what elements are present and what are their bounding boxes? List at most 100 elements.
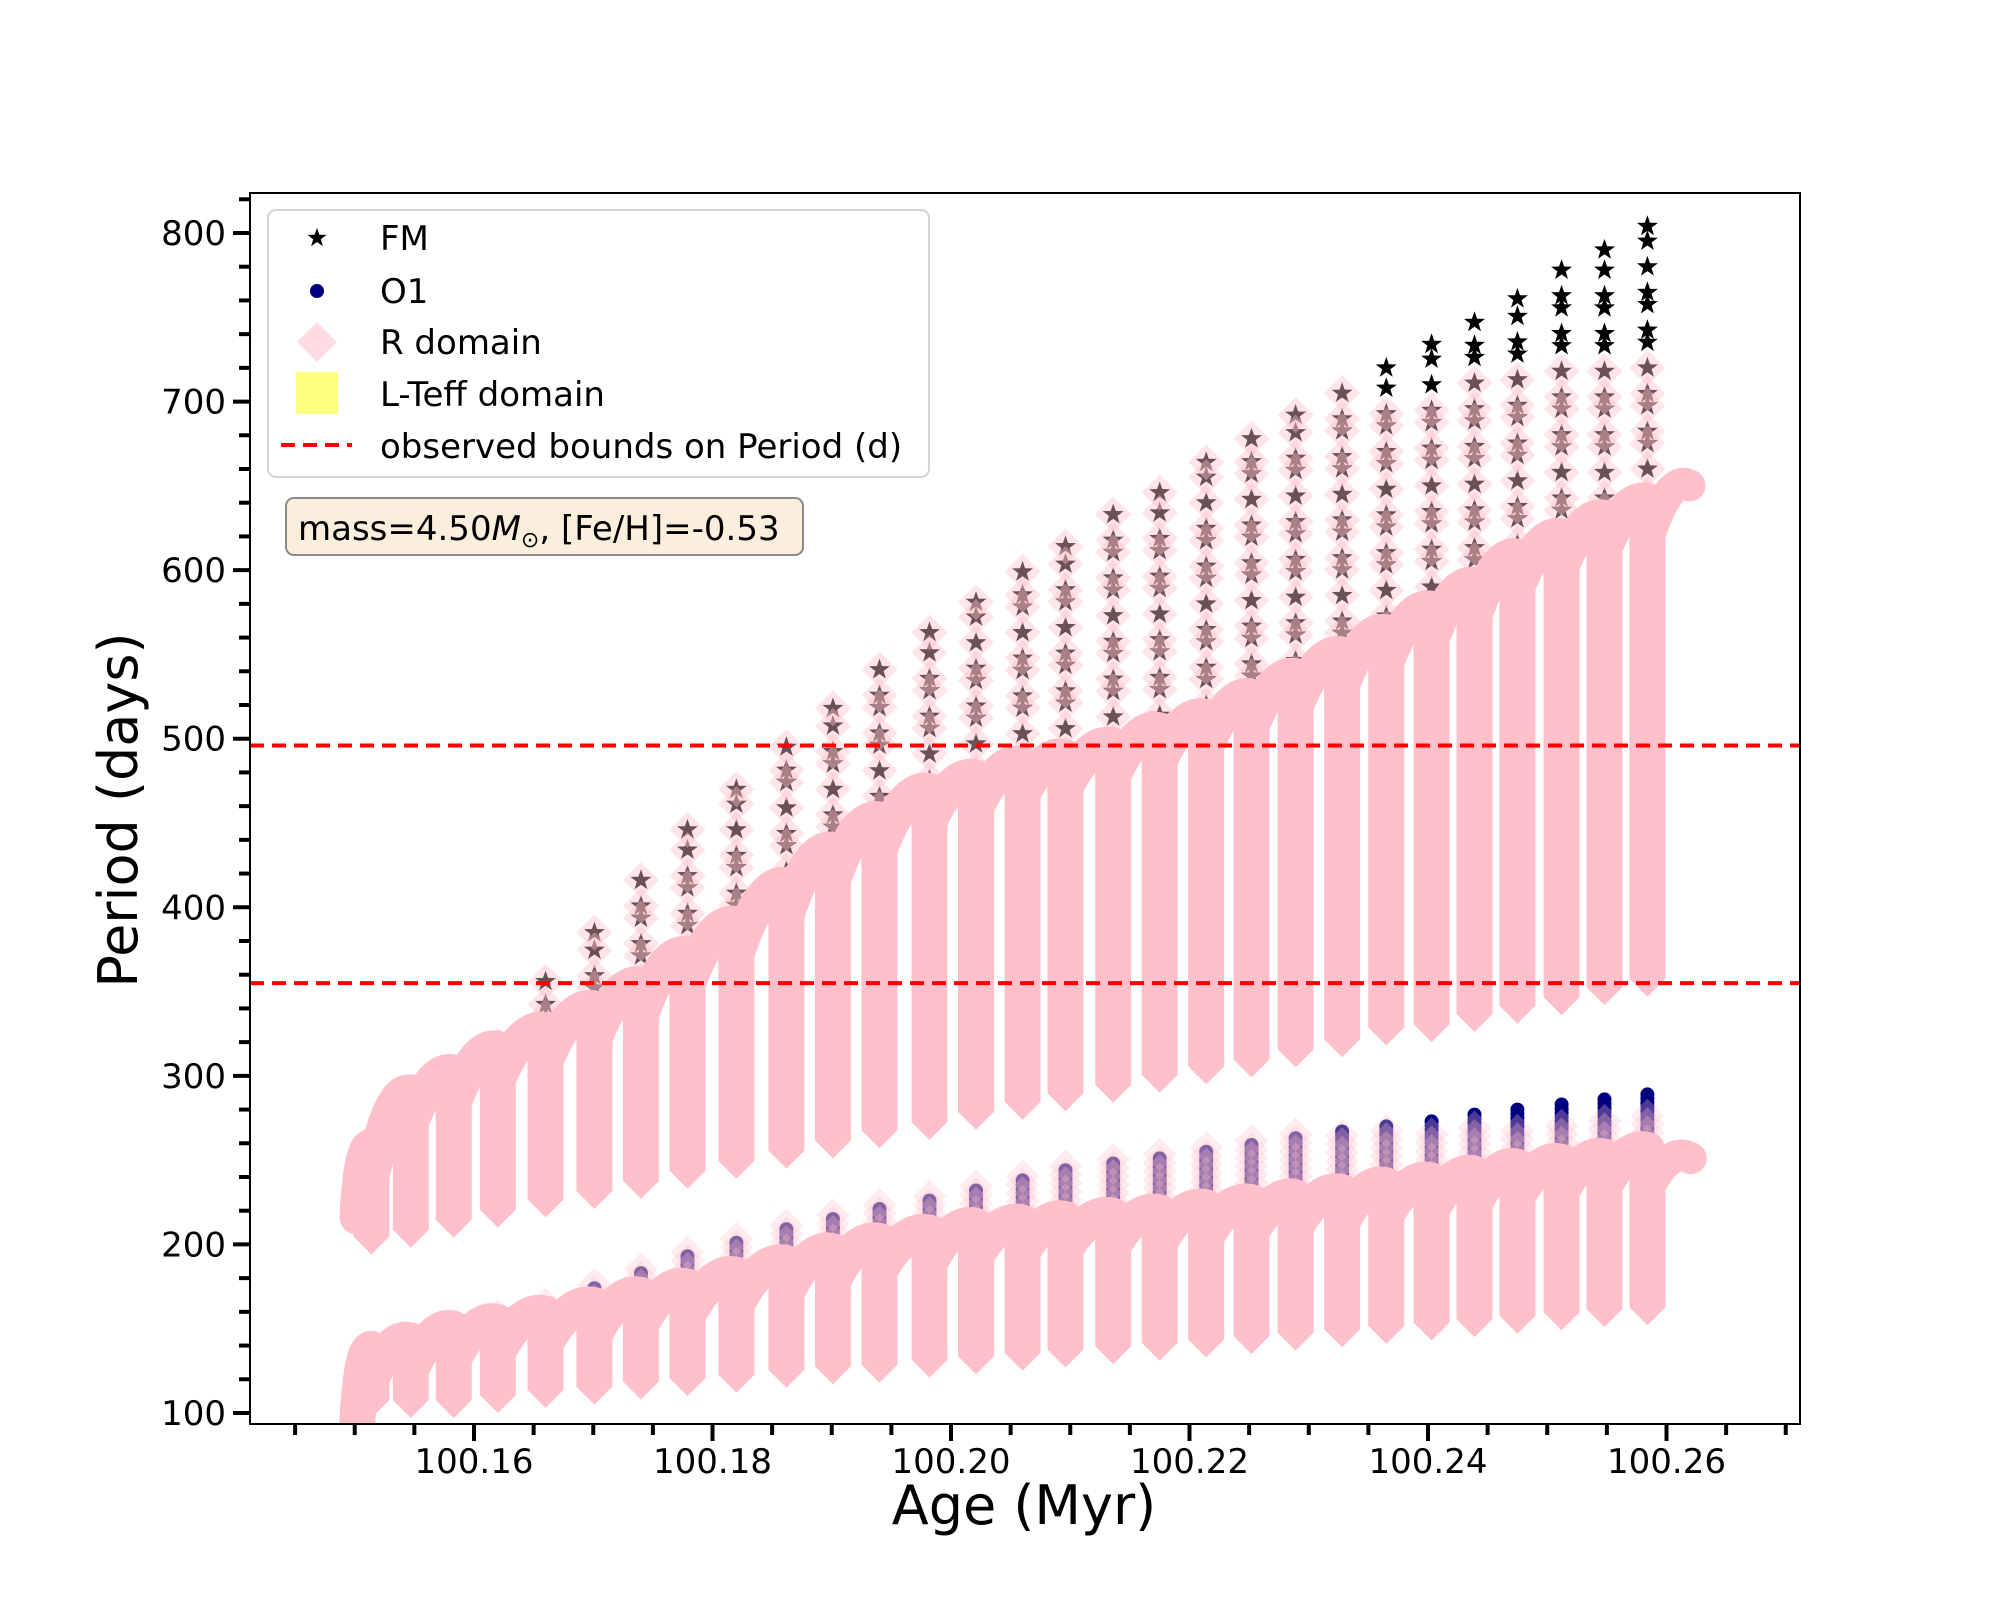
r-domain-marker [1095,698,1132,735]
fm-point [630,932,652,953]
r-domain-tip [1629,1289,1666,1326]
r-domain-marker [1141,494,1178,531]
y-tick-label: 800 [161,214,226,254]
square-icon [296,372,338,414]
r-domain-marker [1233,544,1270,581]
fm-point [1331,483,1353,504]
fm-point [965,657,987,678]
r-domain-marker [1586,378,1623,415]
fm-point [965,606,987,626]
legend-label: FM [380,219,429,259]
r-domain-marker [1004,652,1041,689]
fm-point [1464,536,1485,557]
fm-point [1594,487,1615,507]
fm-point [1375,553,1397,574]
r-domain-tip [1324,1311,1361,1348]
r-domain-marker [1368,509,1405,545]
r-domain-marker [1587,1112,1622,1147]
r-domain-marker [718,811,755,848]
fm-point [1594,259,1615,279]
r-domain-marker [1543,391,1580,427]
r-domain-marker [1005,1176,1040,1211]
r-domain-tip [1141,1056,1178,1093]
fm-point [1421,411,1442,432]
fm-point [1637,356,1658,377]
fm-point [1149,565,1171,586]
r-domain-marker [1413,467,1450,504]
r-domain-marker [1368,496,1405,533]
r-domain-marker [1499,500,1536,537]
r-domain-marker [1141,570,1178,607]
fm-point [1375,440,1397,461]
fm-point [1637,432,1658,453]
legend: FM O1 R domain L-Teff domain observed bo… [267,209,930,478]
fm-point [1421,399,1442,420]
fm-point [919,621,940,642]
annotation-text: mass=4.50M⊙, [Fe/H]=-0.53 [298,509,780,553]
r-domain-marker [1141,474,1178,511]
r-domain-marker [719,1230,754,1265]
y-tick-label: 300 [161,1057,226,1097]
fm-point [1149,527,1171,548]
r-domain-marker [719,1221,754,1256]
x-tick-label: 100.26 [1607,1442,1726,1482]
fm-point [1149,603,1171,623]
r-domain-marker [958,650,994,687]
fm-point [1195,618,1217,639]
r-domain-marker [1047,635,1084,672]
r-domain-marker [1188,623,1225,660]
r-domain-marker [1543,454,1580,491]
r-domain-marker [1142,1137,1177,1172]
fm-point [1507,368,1528,389]
r-domain-marker [1629,387,1666,424]
r-domain-marker [1629,375,1666,412]
r-domain-marker [1413,531,1450,568]
fm-point [1594,398,1615,418]
fm-point [535,993,556,1014]
r-domain-marker [1004,690,1041,726]
fm-point [1637,281,1658,302]
fm-point [1637,331,1658,352]
fm-point [1102,529,1124,549]
fm-point [1551,334,1572,355]
fm-point [1012,659,1033,680]
fm-point [1637,293,1658,314]
r-domain-marker [1188,560,1225,597]
r-domain-marker [1278,1142,1313,1177]
r-domain-marker [1457,1110,1492,1145]
r-domain-marker [1325,1118,1360,1153]
r-domain-marker [911,710,948,747]
r-domain-track [1543,1138,1623,1210]
fm-point [1012,684,1033,705]
circle-icon [310,284,324,298]
r-domain-marker [1414,1117,1449,1152]
r-domain-marker [769,1216,804,1251]
r-domain-marker [1324,577,1361,614]
fm-point [1507,495,1528,516]
fm-point [822,697,844,718]
r-domain-track [479,1294,564,1370]
legend-item-observed-bounds: observed bounds on Period (d) [281,427,902,467]
r-domain-marker [1368,534,1405,571]
r-domain-marker [1047,647,1084,684]
fm-point [1285,560,1307,581]
fm-point [1594,360,1615,381]
fm-point [1149,678,1171,699]
fm-point [1331,407,1353,428]
r-domain-marker [1325,1135,1360,1170]
r-domain-marker [814,771,851,808]
y-axis-label: Period (days) [87,632,150,987]
r-domain-marker [815,1198,850,1233]
r-domain-marker [814,707,851,744]
r-domain-marker [1368,572,1405,609]
fm-point [1055,553,1076,573]
r-domain-marker [1499,387,1536,424]
x-tick-label: 100.24 [1369,1442,1488,1482]
r-domain-marker [1189,1156,1224,1190]
r-domain-marker [623,862,659,899]
fm-point [1421,474,1442,495]
fm-point [822,752,844,773]
fm-point [1331,546,1353,567]
r-domain-marker [1499,462,1536,499]
